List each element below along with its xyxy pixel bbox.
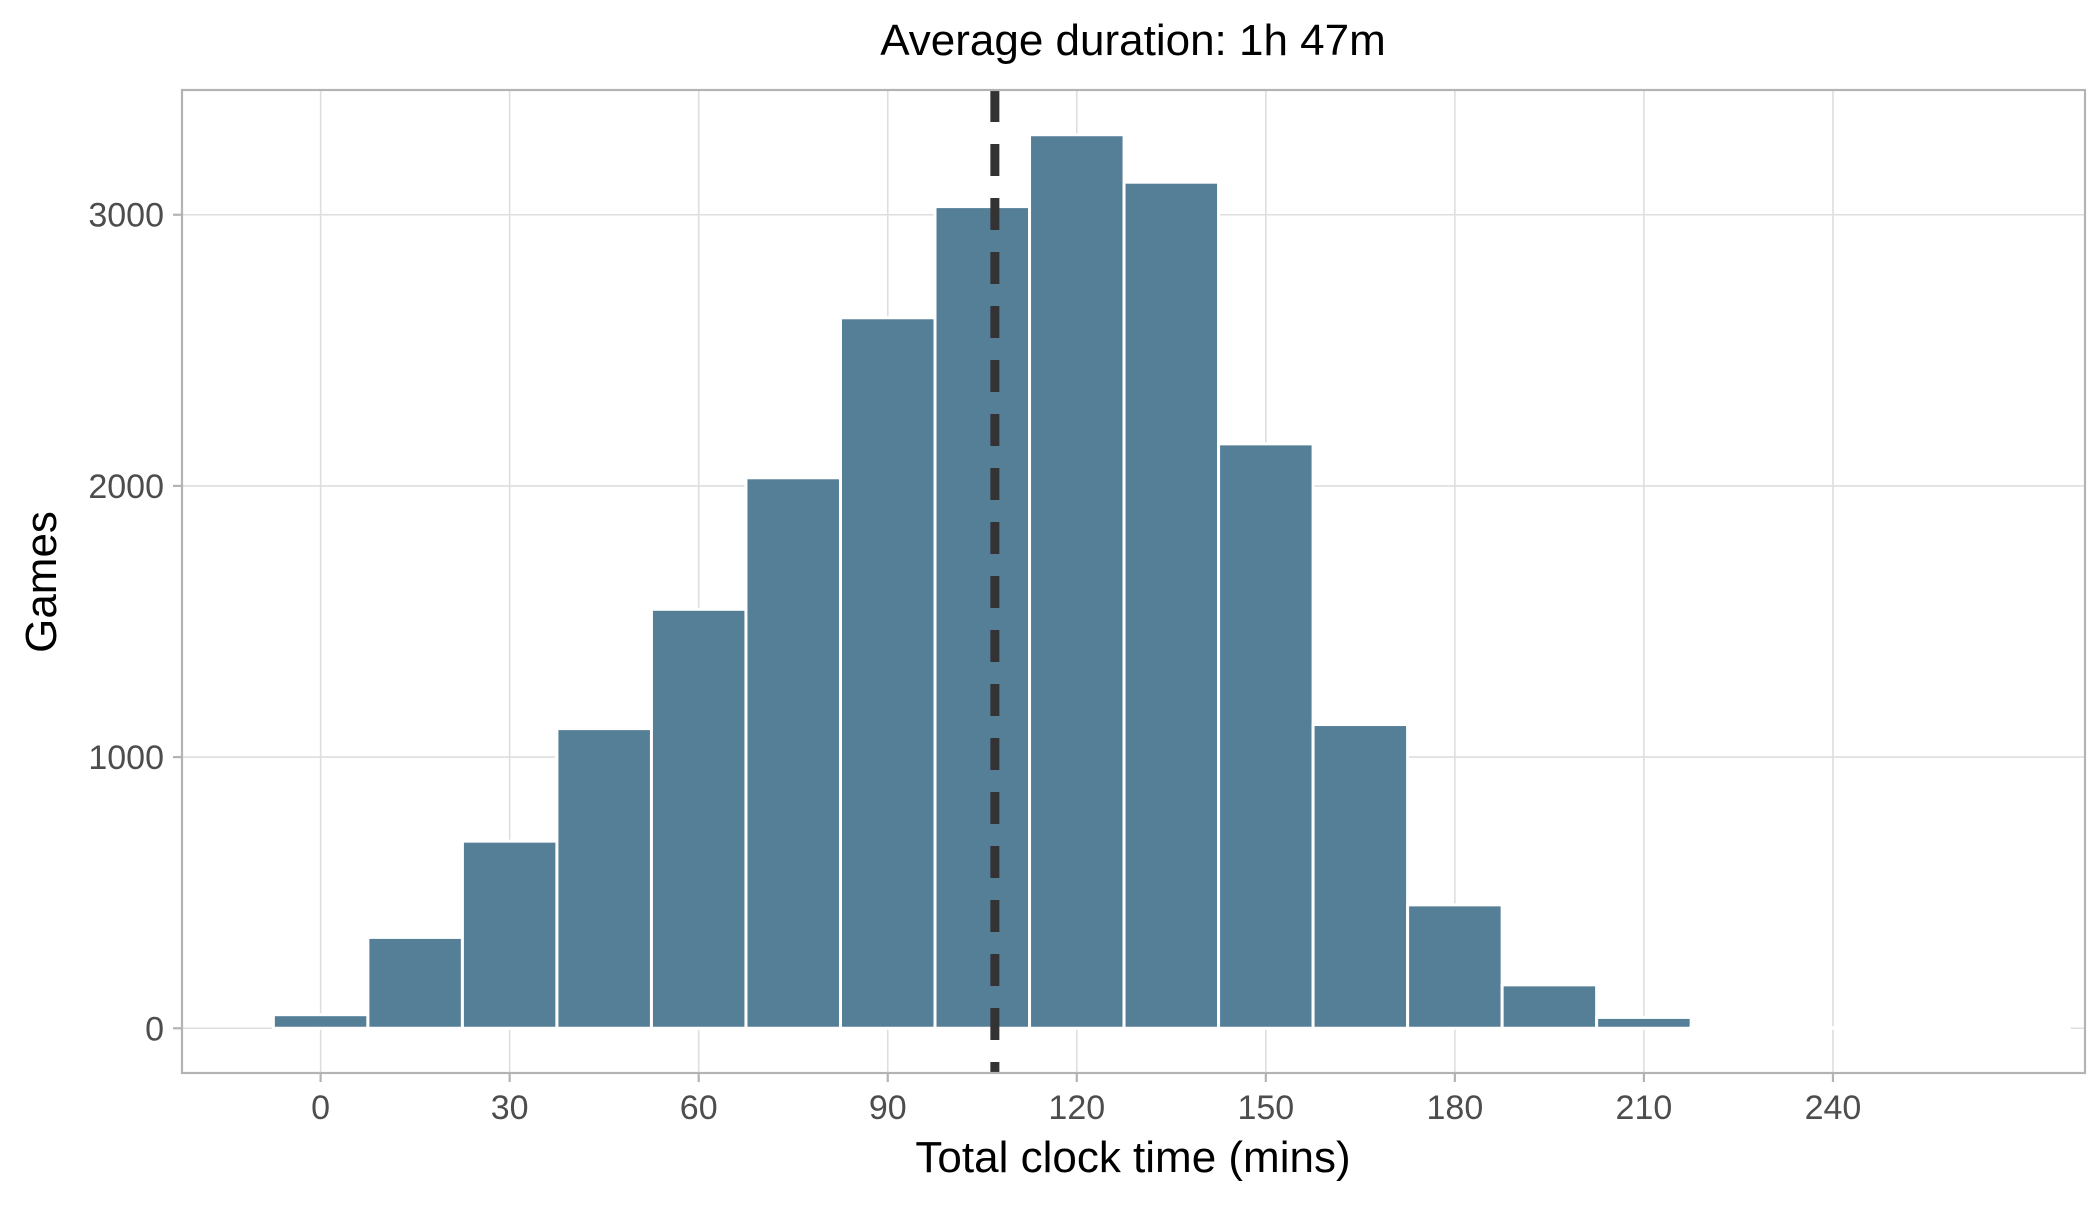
y-tick-label: 1000	[88, 739, 164, 777]
x-tick-label: 120	[1048, 1089, 1105, 1127]
x-tick-label: 240	[1805, 1089, 1862, 1127]
y-axis-tick-labels: 0 1000 2000 3000	[88, 197, 164, 1049]
x-tick-label: 90	[869, 1089, 907, 1127]
histogram-bar	[1219, 444, 1314, 1028]
y-tick-label: 3000	[88, 197, 164, 235]
chart-title: Average duration: 1h 47m	[880, 16, 1386, 65]
x-tick-label: 180	[1427, 1089, 1484, 1127]
histogram-bar	[1502, 985, 1597, 1028]
histogram-bar	[368, 937, 463, 1028]
x-tick-label: 0	[311, 1089, 330, 1127]
histogram-bar	[1030, 135, 1125, 1029]
x-axis-tick-labels: 0 30 60 90 120 150 180 210 240	[311, 1089, 1861, 1127]
histogram-bar	[1124, 182, 1219, 1028]
histogram-bar	[651, 609, 746, 1028]
y-tick-label: 0	[145, 1010, 164, 1048]
histogram-bar	[462, 841, 557, 1028]
histogram-bar	[1408, 905, 1503, 1028]
histogram-bar	[557, 729, 652, 1029]
x-tick-label: 210	[1616, 1089, 1673, 1127]
histogram-bar	[273, 1015, 368, 1029]
histogram-bar	[840, 318, 935, 1028]
histogram-bar	[935, 207, 1030, 1029]
x-tick-label: 150	[1237, 1089, 1294, 1127]
histogram-bar	[746, 478, 841, 1028]
histogram-bar	[1597, 1017, 1692, 1028]
y-tick-label: 2000	[88, 468, 164, 506]
histogram-bar	[1313, 725, 1408, 1029]
histogram-bar	[1691, 1026, 1786, 1028]
histogram-bars	[273, 135, 2069, 1029]
x-tick-label: 30	[491, 1089, 529, 1127]
x-axis-title: Total clock time (mins)	[915, 1133, 1350, 1182]
histogram-bar	[1786, 1028, 1881, 1029]
y-axis-title: Games	[17, 511, 66, 653]
x-tick-label: 60	[680, 1089, 718, 1127]
